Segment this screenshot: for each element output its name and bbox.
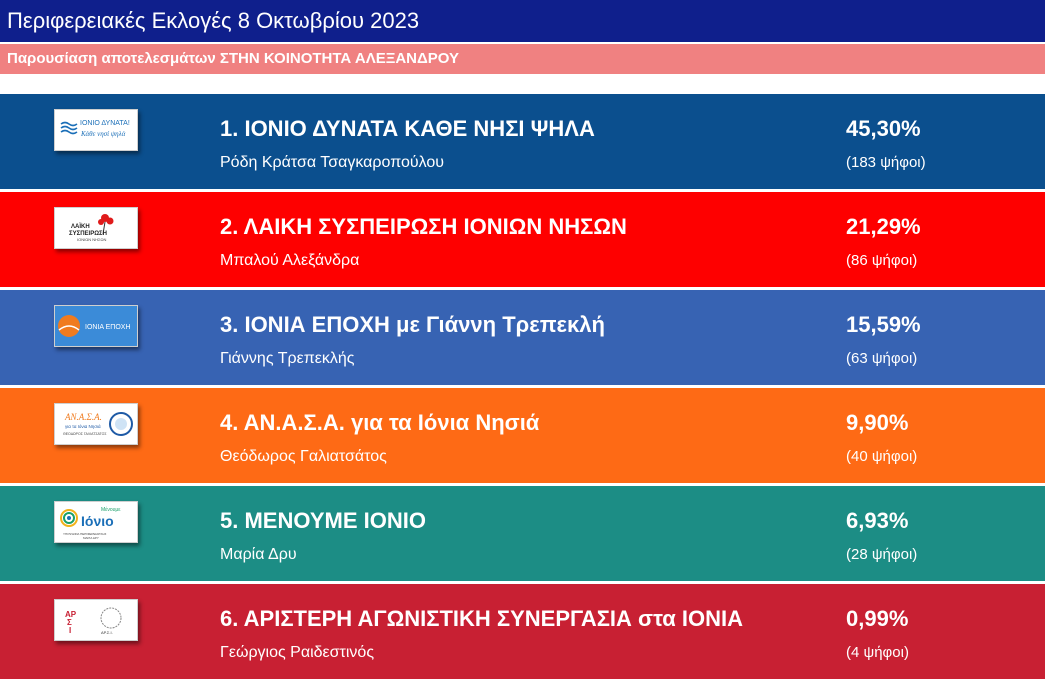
party-percent: 6,93% [846,508,909,533]
svg-text:Κάθε νησί ψηλά: Κάθε νησί ψηλά [80,130,126,138]
party-logo-anasa: ΑΝ.Α.Σ.Α. για τα Ιόνια Νησιά ΘΕΟΔΩΡΟΣ ΓΑ… [54,403,138,445]
party-leader: Θεόδωρος Γαλιατσάτος [220,448,387,465]
party-logo-ionia-epochi: ΙΟΝΙΑ ΕΠΟΧΗ [54,305,138,347]
party-name: 2. ΛΑΙΚΗ ΣΥΣΠΕΙΡΩΣΗ ΙΟΝΙΩΝ ΝΗΣΩΝ [220,214,627,239]
party-votes: (40 ψήφοι) [846,448,918,465]
waves-logo-icon: ΙΟΝΙΟ ΔΥΝΑΤΑ! Κάθε νησί ψηλά [60,120,130,138]
svg-text:Ι: Ι [69,626,71,635]
circle-logo-icon: ΑΝ.Α.Σ.Α. για τα Ιόνια Νησιά ΘΕΟΔΩΡΟΣ ΓΑ… [63,412,133,436]
result-row: ΙΟΝΙΟ ΔΥΝΑΤΑ! Κάθε νησί ψηλά 1. ΙΟΝΙΟ ΔΥ… [0,94,1045,189]
party-leader: Μπαλού Αλεξάνδρα [220,252,360,269]
flower-logo-icon: ΛΑΪΚΗ ΣΥΣΠΕΙΡΩΣΗ ΙΟΝΙΩΝ ΝΗΣΩΝ [69,214,114,242]
party-logo-menoume-ionio: Μένουμε Ιόνιο ΥΠΟΨΗΦΙΑ ΠΕΡΙΦΕΡΕΙΑΡΧΗΣ ΜΑ… [54,501,138,543]
party-percent: 21,29% [846,214,921,239]
svg-text:ΛΑΪΚΗ: ΛΑΪΚΗ [71,223,90,230]
svg-text:ΙΟΝΙΑ ΕΠΟΧΗ: ΙΟΝΙΑ ΕΠΟΧΗ [85,324,131,331]
party-name: 1. ΙΟΝΙΟ ΔΥΝΑΤΑ ΚΑΘΕ ΝΗΣΙ ΨΗΛΑ [220,116,595,141]
sunrise-logo-icon: ΙΟΝΙΑ ΕΠΟΧΗ [55,306,137,346]
party-name: 5. ΜΕΝΟΥΜΕ ΙΟΝΙΟ [220,508,426,533]
svg-text:ΑΡ: ΑΡ [65,610,77,619]
rings-logo-icon: Μένουμε Ιόνιο ΥΠΟΨΗΦΙΑ ΠΕΡΙΦΕΡΕΙΑΡΧΗΣ ΜΑ… [60,506,121,540]
svg-text:Μένουμε: Μένουμε [101,506,121,513]
result-row: ΑΝ.Α.Σ.Α. για τα Ιόνια Νησιά ΘΕΟΔΩΡΟΣ ΓΑ… [0,388,1045,483]
svg-text:ΣΥΣΠΕΙΡΩΣΗ: ΣΥΣΠΕΙΡΩΣΗ [69,231,107,237]
party-logo-laiki-syspeirosi: ΛΑΪΚΗ ΣΥΣΠΕΙΡΩΣΗ ΙΟΝΙΩΝ ΝΗΣΩΝ [54,207,138,249]
svg-text:ΙΟΝΙΩΝ ΝΗΣΩΝ: ΙΟΝΙΩΝ ΝΗΣΩΝ [77,237,106,242]
svg-text:για τα Ιόνια Νησιά: για τα Ιόνια Νησιά [65,423,101,429]
party-percent: 45,30% [846,116,921,141]
party-votes: (4 ψήφοι) [846,644,909,661]
party-votes: (63 ψήφοι) [846,350,918,367]
party-votes: (86 ψήφοι) [846,252,918,269]
party-name: 4. ΑΝ.Α.Σ.Α. για τα Ιόνια Νησιά [220,410,540,435]
party-percent: 0,99% [846,606,909,631]
party-logo-arsi: ΑΡ Σ Ι ΑΡ.Σ.Ι. [54,599,138,641]
party-leader: Γεώργιος Ραιδεστινός [220,644,375,661]
result-row: ΙΟΝΙΑ ΕΠΟΧΗ 3. ΙΟΝΙΑ ΕΠΟΧΗ με Γιάννη Τρε… [0,290,1045,385]
party-leader: Ρόδη Κράτσα Τσαγκαροπούλου [220,154,445,171]
svg-text:ΑΝ.Α.Σ.Α.: ΑΝ.Α.Σ.Α. [64,412,102,422]
party-percent: 9,90% [846,410,909,435]
page-title: Περιφερειακές Εκλογές 8 Οκτωβρίου 2023 [0,0,1045,42]
party-leader: Μαρία Δρυ [220,546,297,563]
party-name: 6. ΑΡΙΣΤΕΡΗ ΑΓΩΝΙΣΤΙΚΗ ΣΥΝΕΡΓΑΣΙΑ στα ΙΟ… [220,606,744,631]
party-name: 3. ΙΟΝΙΑ ΕΠΟΧΗ με Γιάννη Τρεπεκλή [220,312,605,337]
result-row: Μένουμε Ιόνιο ΥΠΟΨΗΦΙΑ ΠΕΡΙΦΕΡΕΙΑΡΧΗΣ ΜΑ… [0,486,1045,581]
ars-logo-icon: ΑΡ Σ Ι ΑΡ.Σ.Ι. [65,607,122,635]
party-logo-ionio-dynata: ΙΟΝΙΟ ΔΥΝΑΤΑ! Κάθε νησί ψηλά [54,109,138,151]
svg-text:ΘΕΟΔΩΡΟΣ ΓΑΛΙΑΤΣΑΤΟΣ: ΘΕΟΔΩΡΟΣ ΓΑΛΙΑΤΣΑΤΟΣ [63,432,107,436]
svg-text:Σ: Σ [67,618,72,627]
svg-text:ΜΑΡΙΑ ΔΡΥ: ΜΑΡΙΑ ΔΡΥ [83,536,99,540]
svg-text:ΑΡ.Σ.Ι.: ΑΡ.Σ.Ι. [101,630,113,635]
party-votes: (28 ψήφοι) [846,546,918,563]
result-row: ΛΑΪΚΗ ΣΥΣΠΕΙΡΩΣΗ ΙΟΝΙΩΝ ΝΗΣΩΝ 2. ΛΑΙΚΗ Σ… [0,192,1045,287]
party-percent: 15,59% [846,312,921,337]
svg-text:ΙΟΝΙΟ ΔΥΝΑΤΑ!: ΙΟΝΙΟ ΔΥΝΑΤΑ! [80,120,130,127]
svg-text:ΥΠΟΨΗΦΙΑ ΠΕΡΙΦΕΡΕΙΑΡΧΗΣ: ΥΠΟΨΗΦΙΑ ΠΕΡΙΦΕΡΕΙΑΡΧΗΣ [63,532,106,536]
party-leader: Γιάννης Τρεπεκλής [220,350,355,367]
results-list: ΙΟΝΙΟ ΔΥΝΑΤΑ! Κάθε νησί ψηλά 1. ΙΟΝΙΟ ΔΥ… [0,94,1045,682]
page-subtitle: Παρουσίαση αποτελεσμάτων ΣΤΗΝ ΚΟΙΝΟΤΗΤΑ … [0,44,1045,74]
result-row: ΑΡ Σ Ι ΑΡ.Σ.Ι. 6. ΑΡΙΣΤΕΡΗ ΑΓΩΝΙΣΤΙΚΗ ΣΥ… [0,584,1045,679]
party-votes: (183 ψήφοι) [846,154,926,171]
svg-text:Ιόνιο: Ιόνιο [81,513,114,529]
